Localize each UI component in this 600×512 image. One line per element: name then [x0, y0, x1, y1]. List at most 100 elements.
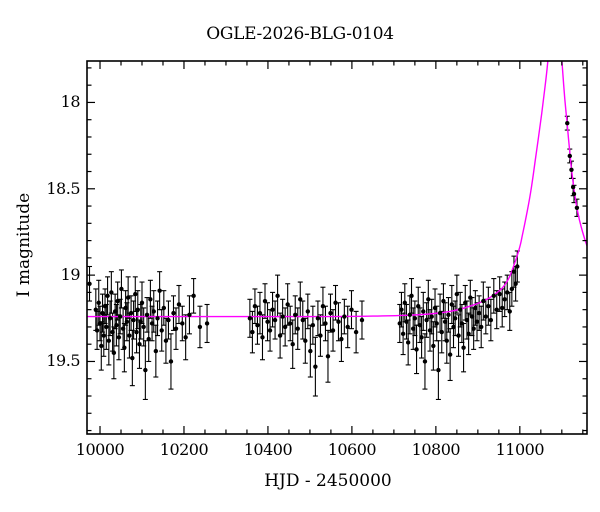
- data-point: [444, 338, 449, 343]
- data-point: [458, 307, 463, 312]
- data-point: [471, 326, 476, 331]
- data-point: [146, 336, 151, 342]
- data-point: [479, 324, 484, 330]
- data-point: [397, 321, 402, 326]
- plot-frame: [86, 60, 588, 435]
- data-point: [93, 307, 99, 312]
- data-point: [449, 302, 455, 307]
- data-point: [511, 269, 517, 274]
- data-point: [476, 310, 482, 316]
- data-point: [290, 342, 295, 347]
- data-point: [308, 348, 313, 354]
- data-point: [402, 300, 408, 305]
- data-point: [434, 321, 439, 326]
- data-point: [163, 338, 169, 343]
- data-point: [260, 335, 265, 340]
- data-point: [161, 305, 167, 311]
- data-point: [439, 329, 444, 335]
- data-point: [130, 355, 135, 361]
- data-point: [257, 310, 263, 316]
- data-point: [151, 309, 156, 314]
- data-point: [509, 286, 515, 292]
- data-point: [252, 304, 258, 309]
- data-point: [148, 297, 153, 302]
- data-point: [97, 321, 103, 326]
- data-point: [565, 120, 570, 126]
- data-point: [323, 321, 328, 326]
- data-point: [120, 326, 126, 331]
- data-point: [101, 333, 106, 338]
- data-point: [310, 323, 316, 328]
- data-point: [247, 316, 253, 321]
- data-point: [197, 324, 203, 330]
- data-point: [94, 328, 100, 333]
- data-point: [300, 317, 305, 323]
- data-point: [515, 264, 520, 269]
- data-point: [505, 290, 510, 295]
- data-points-layer: [87, 120, 580, 373]
- data-point: [442, 319, 448, 324]
- data-point: [353, 329, 359, 335]
- data-point: [87, 281, 92, 286]
- data-point: [513, 281, 518, 286]
- data-point: [122, 345, 127, 350]
- data-point: [102, 304, 108, 309]
- data-point: [272, 317, 278, 323]
- data-point: [285, 302, 290, 307]
- data-point: [133, 291, 138, 297]
- data-point: [204, 321, 210, 326]
- data-point: [125, 295, 131, 300]
- data-point: [265, 319, 270, 324]
- data-point: [315, 316, 321, 321]
- data-point: [180, 321, 185, 326]
- data-point: [115, 298, 120, 304]
- data-point: [407, 312, 413, 318]
- error-bars-layer: [87, 115, 580, 401]
- data-point: [422, 359, 428, 364]
- data-point: [454, 291, 460, 297]
- data-point: [339, 336, 344, 342]
- data-point: [109, 290, 114, 295]
- data-point: [267, 328, 273, 333]
- data-point: [446, 312, 451, 318]
- data-point: [452, 316, 458, 321]
- data-point: [481, 298, 486, 304]
- data-point: [497, 291, 502, 297]
- data-point: [474, 319, 480, 324]
- data-point: [507, 309, 512, 314]
- data-point: [466, 331, 471, 337]
- data-point: [105, 293, 110, 299]
- x-tick-label: 10800: [411, 440, 461, 459]
- data-point: [141, 324, 146, 330]
- data-point: [342, 314, 347, 319]
- data-point: [135, 307, 140, 312]
- data-point: [502, 297, 507, 302]
- data-point: [137, 342, 142, 347]
- data-point: [499, 305, 505, 311]
- data-point: [359, 317, 365, 323]
- x-axis-title: HJD - 2450000: [264, 471, 392, 491]
- data-point: [468, 295, 473, 300]
- data-point: [459, 321, 465, 326]
- x-tick-label: 10400: [243, 440, 293, 459]
- model-light-curve: [87, 61, 587, 318]
- data-point: [280, 314, 285, 319]
- data-point: [166, 317, 171, 323]
- data-point: [328, 310, 333, 316]
- data-point: [410, 326, 416, 331]
- data-point: [110, 329, 115, 335]
- y-tick-label: 18.5: [46, 178, 80, 198]
- data-point: [293, 312, 298, 318]
- data-point: [404, 319, 409, 324]
- data-point: [275, 293, 280, 299]
- chart-title: OGLE-2026-BLG-0104: [206, 24, 394, 44]
- data-point: [567, 153, 572, 159]
- data-point: [447, 352, 453, 357]
- data-point: [436, 367, 441, 373]
- data-point: [116, 335, 122, 340]
- data-point: [473, 305, 478, 311]
- data-point: [431, 343, 436, 349]
- data-point: [287, 321, 293, 326]
- data-point: [168, 359, 174, 364]
